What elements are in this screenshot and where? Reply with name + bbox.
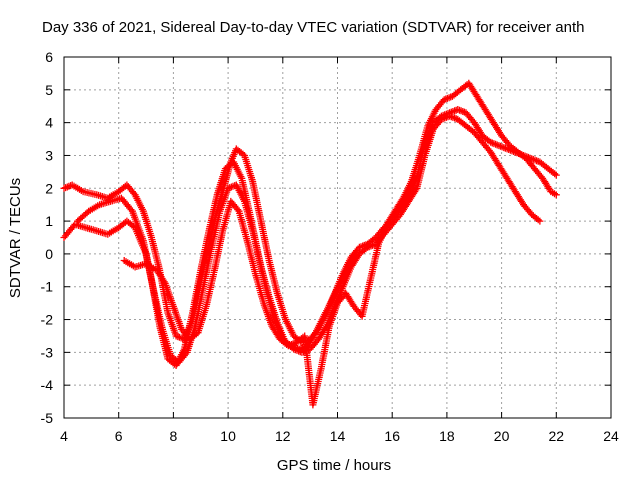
x-tick-label: 4 — [60, 428, 68, 444]
y-tick-label: -1 — [41, 279, 54, 295]
data-point — [353, 247, 361, 255]
y-tick-label: 2 — [45, 180, 53, 196]
data-point — [495, 142, 503, 150]
y-tick-label: 4 — [45, 115, 53, 131]
data-point — [440, 96, 448, 104]
x-tick-labels: 4 6 8 10 12 14 16 18 20 22 24 — [60, 428, 619, 444]
x-tick-label: 16 — [384, 428, 400, 444]
data-point — [369, 241, 376, 249]
data-point — [451, 114, 459, 122]
data-point — [551, 170, 559, 178]
data-point — [552, 171, 560, 179]
data-point — [224, 184, 232, 192]
data-point — [127, 206, 135, 214]
data-point — [234, 206, 242, 214]
x-tick-label: 24 — [603, 428, 619, 444]
x-tick-label: 12 — [275, 428, 291, 444]
x-tick-label: 22 — [549, 428, 565, 444]
data-point — [447, 113, 455, 121]
x-tick-label: 10 — [220, 428, 236, 444]
y-tick-label: 5 — [45, 82, 53, 98]
x-tick-label: 14 — [330, 428, 346, 444]
y-tick-label: -2 — [41, 312, 54, 328]
data-point — [299, 344, 306, 352]
data-point — [442, 113, 450, 121]
y-tick-label: 3 — [45, 147, 53, 163]
y-tick-label: -4 — [41, 377, 54, 393]
data-point — [536, 217, 544, 225]
data-point — [174, 333, 182, 341]
y-tick-label: 0 — [45, 246, 53, 262]
y-tick-labels: 6 5 4 3 2 1 0 -1 -2 -3 -4 -5 — [41, 49, 54, 426]
x-tick-label: 6 — [115, 428, 123, 444]
data-point — [531, 156, 539, 164]
data-point — [552, 191, 560, 199]
data-point — [288, 341, 296, 348]
series-track-c — [74, 158, 361, 369]
y-tick-label: -3 — [41, 344, 54, 360]
data-point — [487, 138, 495, 146]
data-points — [60, 79, 560, 409]
chart-title: Day 336 of 2021, Sidereal Day-to-day VTE… — [42, 19, 584, 36]
data-point — [63, 183, 71, 191]
y-tick-label: 1 — [45, 213, 53, 229]
data-point — [60, 184, 68, 192]
x-tick-label: 20 — [494, 428, 510, 444]
data-point — [492, 140, 500, 148]
data-point — [445, 94, 453, 102]
x-tick-label: 18 — [439, 428, 455, 444]
data-point — [533, 157, 541, 165]
y-tick-label: -5 — [41, 410, 54, 426]
data-point — [439, 115, 447, 123]
data-point — [521, 153, 529, 161]
x-tick-label: 8 — [170, 428, 178, 444]
y-tick-label: 6 — [45, 49, 53, 65]
y-axis-label: SDTVAR / TECUs — [7, 178, 24, 298]
data-point — [160, 278, 168, 286]
series-track-d — [120, 79, 560, 409]
data-point — [284, 342, 292, 350]
x-axis-label: GPS time / hours — [277, 457, 391, 474]
data-point — [412, 186, 420, 194]
